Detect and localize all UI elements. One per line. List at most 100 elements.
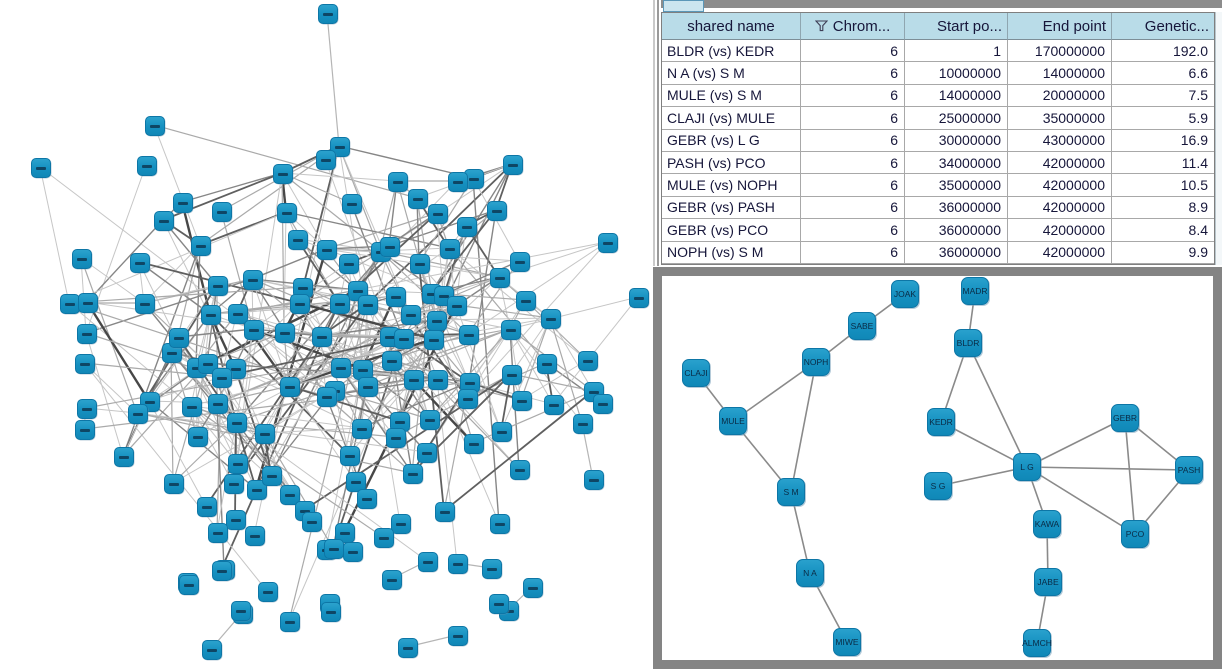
- overview-node[interactable]: [290, 294, 310, 314]
- overview-node[interactable]: [391, 514, 411, 534]
- overview-node[interactable]: [273, 164, 293, 184]
- node-MADR[interactable]: MADR: [961, 277, 989, 305]
- table-cell[interactable]: 14000000: [905, 84, 1008, 108]
- overview-node[interactable]: [428, 370, 448, 390]
- table-cell[interactable]: 30000000: [905, 129, 1008, 152]
- overview-node[interactable]: [523, 578, 543, 598]
- overview-node[interactable]: [212, 561, 232, 581]
- overview-node[interactable]: [188, 427, 208, 447]
- overview-node[interactable]: [448, 554, 468, 574]
- overview-node[interactable]: [404, 370, 424, 390]
- overview-node[interactable]: [398, 638, 418, 658]
- table-cell[interactable]: 6: [801, 151, 905, 175]
- overview-node[interactable]: [318, 4, 338, 24]
- overview-node[interactable]: [208, 523, 228, 543]
- overview-node[interactable]: [584, 470, 604, 490]
- overview-node[interactable]: [342, 194, 362, 214]
- table-cell[interactable]: 6: [801, 241, 905, 264]
- overview-node[interactable]: [340, 446, 360, 466]
- overview-node[interactable]: [490, 514, 510, 534]
- table-cell[interactable]: 6: [801, 129, 905, 152]
- overview-node[interactable]: [130, 253, 150, 273]
- overview-node[interactable]: [280, 612, 300, 632]
- overview-node[interactable]: [459, 325, 479, 345]
- node-N-A[interactable]: N A: [796, 559, 824, 587]
- table-panel-tab[interactable]: [663, 0, 704, 12]
- table-cell[interactable]: 25000000: [905, 107, 1008, 130]
- overview-node[interactable]: [358, 377, 378, 397]
- overview-node[interactable]: [72, 249, 92, 269]
- column-header-genetic[interactable]: Genetic...: [1112, 13, 1214, 40]
- table-cell[interactable]: 43000000: [1008, 129, 1112, 152]
- table-cell[interactable]: PASH (vs) PCO: [662, 151, 801, 175]
- overview-node[interactable]: [544, 395, 564, 415]
- table-cell[interactable]: 1: [905, 40, 1008, 63]
- table-cell[interactable]: 7.5: [1112, 84, 1214, 108]
- table-cell[interactable]: GEBR (vs) PCO: [662, 219, 801, 242]
- overview-node[interactable]: [208, 394, 228, 414]
- overview-node[interactable]: [447, 296, 467, 316]
- table-cell[interactable]: BLDR (vs) KEDR: [662, 40, 801, 63]
- overview-node[interactable]: [401, 305, 421, 325]
- overview-node[interactable]: [464, 434, 484, 454]
- overview-node[interactable]: [280, 377, 300, 397]
- overview-node[interactable]: [164, 474, 184, 494]
- overview-node[interactable]: [231, 601, 251, 621]
- table-cell[interactable]: 8.4: [1112, 219, 1214, 242]
- overview-node[interactable]: [317, 240, 337, 260]
- node-PASH[interactable]: PASH: [1175, 456, 1203, 484]
- table-cell[interactable]: 35000000: [1008, 107, 1112, 130]
- table-cell[interactable]: 6: [801, 40, 905, 63]
- overview-node[interactable]: [427, 311, 447, 331]
- overview-node[interactable]: [440, 239, 460, 259]
- overview-node[interactable]: [60, 294, 80, 314]
- overview-node[interactable]: [224, 474, 244, 494]
- node-S-G[interactable]: S G: [924, 472, 952, 500]
- table-cell[interactable]: 8.9: [1112, 196, 1214, 220]
- table-cell[interactable]: 36000000: [905, 219, 1008, 242]
- overview-node[interactable]: [386, 428, 406, 448]
- overview-node[interactable]: [154, 211, 174, 231]
- column-header-chromosome[interactable]: Chrom...: [801, 13, 905, 40]
- overview-node[interactable]: [321, 602, 341, 622]
- table-cell[interactable]: 170000000: [1008, 40, 1112, 63]
- overview-node[interactable]: [197, 497, 217, 517]
- overview-node[interactable]: [448, 626, 468, 646]
- overview-node[interactable]: [457, 217, 477, 237]
- overview-node[interactable]: [382, 570, 402, 590]
- overview-node[interactable]: [173, 193, 193, 213]
- overview-node[interactable]: [288, 230, 308, 250]
- overview-node[interactable]: [490, 268, 510, 288]
- node-CLAJI[interactable]: CLAJI: [682, 359, 710, 387]
- table-cell[interactable]: NOPH (vs) S M: [662, 241, 801, 264]
- overview-node[interactable]: [228, 454, 248, 474]
- overview-node[interactable]: [212, 368, 232, 388]
- overview-node[interactable]: [317, 387, 337, 407]
- table-cell[interactable]: 6.6: [1112, 62, 1214, 85]
- table-cell[interactable]: 42000000: [1008, 219, 1112, 242]
- overview-node[interactable]: [382, 351, 402, 371]
- node-GEBR[interactable]: GEBR: [1111, 404, 1139, 432]
- overview-node[interactable]: [629, 288, 649, 308]
- node-KEDR[interactable]: KEDR: [927, 408, 955, 436]
- overview-node[interactable]: [448, 172, 468, 192]
- overview-node[interactable]: [357, 489, 377, 509]
- overview-node[interactable]: [343, 542, 363, 562]
- node-BLDR[interactable]: BLDR: [954, 329, 982, 357]
- overview-node[interactable]: [244, 320, 264, 340]
- table-cell[interactable]: 6: [801, 62, 905, 85]
- overview-node[interactable]: [302, 512, 322, 532]
- overview-node[interactable]: [388, 172, 408, 192]
- overview-node[interactable]: [510, 252, 530, 272]
- subnetwork-canvas[interactable]: JOAK SABE NOPH CLAJI MULE S M N A MIWE MADR BLDR K…: [662, 276, 1213, 660]
- overview-node[interactable]: [380, 237, 400, 257]
- table-cell[interactable]: 9.9: [1112, 241, 1214, 264]
- table-cell[interactable]: 6: [801, 219, 905, 242]
- overview-node[interactable]: [212, 202, 232, 222]
- node-SABE[interactable]: SABE: [848, 312, 876, 340]
- overview-node[interactable]: [275, 323, 295, 343]
- overview-node[interactable]: [114, 447, 134, 467]
- overview-node[interactable]: [352, 419, 372, 439]
- table-cell[interactable]: 16.9: [1112, 129, 1214, 152]
- table-cell[interactable]: 192.0: [1112, 40, 1214, 63]
